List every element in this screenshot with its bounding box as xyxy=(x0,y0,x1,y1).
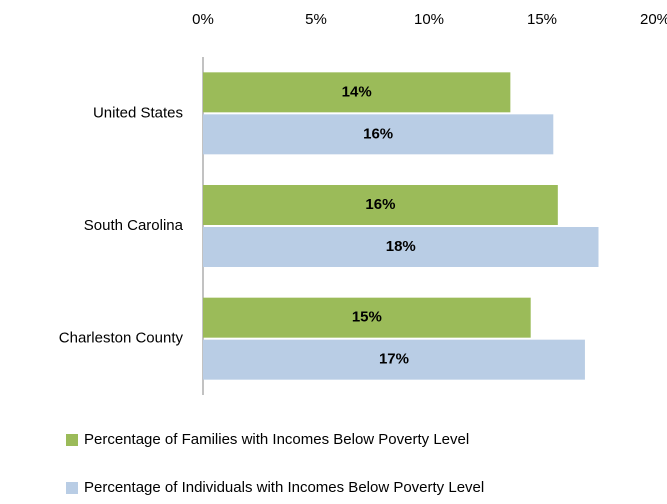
bar xyxy=(203,339,585,380)
value-label: 17% xyxy=(379,351,409,368)
x-tick-label: 5% xyxy=(305,11,327,28)
bar xyxy=(203,114,554,155)
value-label: 16% xyxy=(363,125,393,142)
legend-swatch xyxy=(66,434,78,446)
legend-swatch xyxy=(66,482,78,494)
legend-label: Percentage of Individuals with Incomes B… xyxy=(84,479,484,496)
value-label: 14% xyxy=(342,83,372,100)
value-label: 15% xyxy=(352,309,382,326)
y-tick-label: United States xyxy=(93,104,183,121)
y-tick-label: South Carolina xyxy=(84,217,184,234)
bar xyxy=(203,185,558,225)
legend-label: Percentage of Families with Incomes Belo… xyxy=(84,431,469,448)
x-tick-label: 0% xyxy=(192,11,214,28)
value-label: 16% xyxy=(365,196,395,213)
y-tick-label: Charleston County xyxy=(59,330,184,347)
x-tick-label: 15% xyxy=(527,11,557,28)
bar xyxy=(203,297,531,338)
value-label: 18% xyxy=(386,238,416,255)
x-tick-label: 20% xyxy=(640,11,667,28)
bar xyxy=(203,72,511,113)
bar xyxy=(203,227,599,267)
x-tick-label: 10% xyxy=(414,11,444,28)
